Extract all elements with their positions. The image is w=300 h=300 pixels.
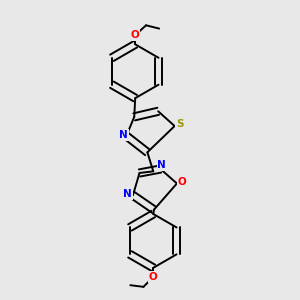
Text: O: O (149, 272, 158, 282)
Text: O: O (131, 30, 140, 40)
Text: N: N (123, 189, 132, 199)
Text: N: N (119, 130, 128, 140)
Text: O: O (178, 177, 187, 187)
Text: S: S (176, 119, 184, 129)
Text: N: N (158, 160, 166, 170)
